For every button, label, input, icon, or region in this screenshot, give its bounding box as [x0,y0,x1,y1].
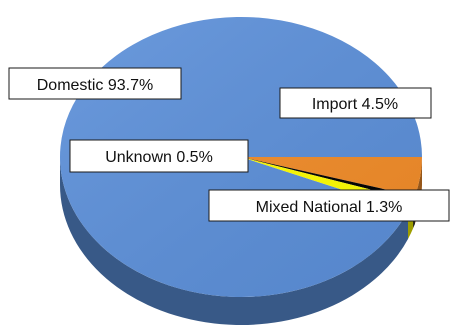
slice-label-unknown-text: Unknown 0.5% [105,149,213,166]
slice-label-domestic-text: Domestic 93.7% [37,77,154,94]
slice-label-import: Import 4.5% [279,87,432,119]
slice-label-import-text: Import 4.5% [312,96,398,113]
slice-label-mixed-national-text: Mixed National 1.3% [256,199,403,216]
slice-label-mixed-national: Mixed National 1.3% [208,189,450,222]
slice-label-unknown: Unknown 0.5% [69,139,249,173]
slice-label-domestic: Domestic 93.7% [8,67,182,100]
